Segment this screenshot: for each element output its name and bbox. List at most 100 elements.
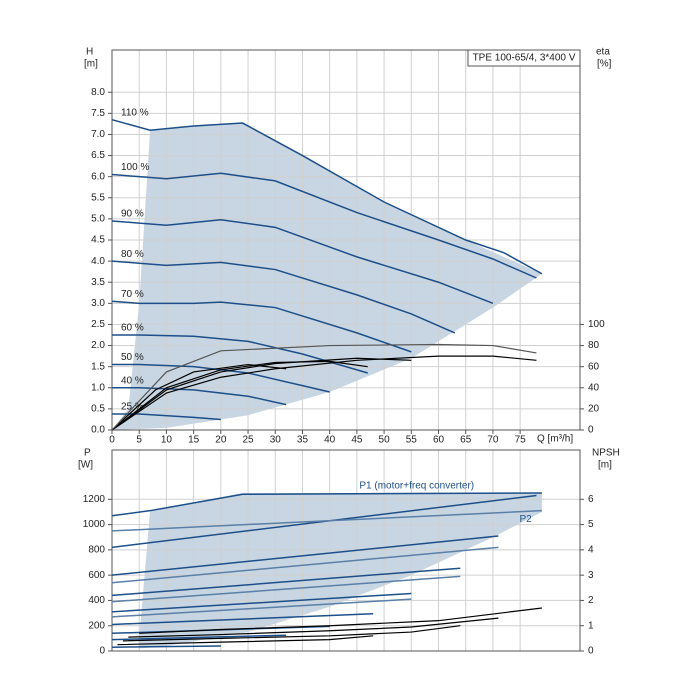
y-tick-label: 5.5: [91, 192, 105, 203]
curve: [111, 612, 374, 626]
p-axis-label: P: [84, 448, 91, 459]
y-tick-label: 3.5: [91, 277, 105, 288]
y2-tick-label: 100: [588, 319, 605, 330]
curve: [112, 334, 368, 374]
x-tick-label: 15: [188, 435, 200, 446]
curve-label: 90 %: [121, 209, 144, 220]
y-tick-label: 4.0: [91, 256, 105, 267]
x-tick-label: 70: [487, 435, 499, 446]
operating-range: [112, 123, 542, 431]
curve: [111, 300, 412, 353]
y-tick-label: 2.0: [91, 340, 105, 351]
plot-frame: [111, 449, 581, 652]
y-tick-label: 8.0: [91, 87, 105, 98]
h-axis-label: H: [86, 47, 93, 58]
y2-tick-label: 5: [588, 519, 594, 530]
annotation: P2: [519, 514, 532, 525]
secondary-curve: [128, 617, 499, 638]
curve-label: 110 %: [121, 107, 149, 118]
curve-label: 80 %: [121, 249, 144, 260]
curve-label: 60 %: [121, 323, 144, 334]
y-tick-label: 1200: [83, 494, 106, 505]
curve: [111, 218, 494, 305]
y2-tick-label: 0: [588, 425, 594, 436]
x-tick-label: 30: [270, 435, 282, 446]
y-tick-label: 1.0: [91, 382, 105, 393]
y-tick-label: 600: [88, 570, 105, 581]
y2-tick-label: 60: [588, 361, 600, 372]
y-tick-label: 7.0: [91, 129, 105, 140]
curve: [111, 567, 461, 597]
y-tick-label: 0.0: [91, 425, 105, 436]
x-tick-label: 25: [242, 435, 254, 446]
y-tick-label: 5.0: [91, 214, 105, 225]
x-tick-label: 60: [433, 435, 445, 446]
y2-tick-label: 20: [588, 404, 600, 415]
x-tick-label: 10: [161, 435, 173, 446]
x-tick-label: 5: [136, 435, 142, 446]
curve-label: 50 %: [121, 352, 144, 363]
x-tick-label: 55: [406, 435, 418, 446]
curve: [111, 118, 543, 275]
q-axis-label: Q [m³/h]: [537, 434, 573, 445]
y2-tick-label: 2: [588, 595, 594, 606]
curve: [111, 634, 287, 641]
curve: [111, 260, 456, 334]
y2-tick-label: 40: [588, 382, 600, 393]
annotation: P1 (motor+freq converter): [359, 481, 474, 492]
y-tick-label: 7.5: [91, 108, 105, 119]
curve-label: 40 %: [121, 375, 144, 386]
y-tick-label: 6.0: [91, 171, 105, 182]
curve: [111, 598, 412, 618]
curve: [111, 535, 499, 576]
y-tick-label: 800: [88, 545, 105, 556]
y-tick-label: 400: [88, 595, 105, 606]
chart-title: TPE 100-65/4, 3*400 V: [473, 53, 576, 64]
y2-tick-label: 80: [588, 340, 600, 351]
x-tick-label: 0: [109, 435, 115, 446]
secondary-curve: [111, 357, 412, 431]
y-tick-label: 1.5: [91, 361, 105, 372]
curve-label: 25 %: [121, 402, 144, 413]
curve: [111, 172, 537, 279]
secondary-curve: [117, 635, 374, 646]
y2-tick-label: 0: [588, 646, 594, 657]
curve: [111, 546, 499, 584]
npsh-axis-unit: [m]: [598, 460, 612, 471]
eta-axis-unit: [%]: [597, 59, 612, 70]
title-box: [467, 49, 581, 67]
secondary-curve: [111, 363, 287, 431]
y-tick-label: 0.5: [91, 404, 105, 415]
curve-label: 70 %: [121, 289, 144, 300]
curve-label: 100 %: [121, 162, 149, 173]
h-axis-unit: [m]: [84, 59, 98, 70]
secondary-curve: [111, 343, 537, 431]
curve: [111, 509, 542, 532]
curve: [111, 592, 412, 613]
x-tick-label: 35: [297, 435, 309, 446]
curve: [111, 645, 221, 648]
curve: [111, 492, 542, 517]
p-axis-unit: [W]: [78, 460, 93, 471]
secondary-curve: [122, 625, 461, 642]
secondary-curve: [111, 355, 537, 431]
x-tick-label: 40: [324, 435, 336, 446]
y-tick-label: 2.5: [91, 319, 105, 330]
y2-tick-label: 3: [588, 570, 594, 581]
npsh-axis-label: NPSH: [592, 448, 620, 459]
x-tick-label: 45: [351, 435, 363, 446]
y2-tick-label: 1: [588, 620, 594, 631]
y-tick-label: 0: [99, 646, 105, 657]
curve: [112, 387, 287, 406]
eta-axis-label: eta: [596, 47, 610, 58]
y-tick-label: 6.5: [91, 150, 105, 161]
curve: [111, 575, 461, 603]
y2-tick-label: 4: [588, 545, 594, 556]
y-tick-label: 1000: [83, 519, 106, 530]
curve: [112, 413, 221, 421]
secondary-curve: [139, 607, 542, 634]
y-tick-label: 200: [88, 620, 105, 631]
x-tick-label: 65: [460, 435, 472, 446]
x-tick-label: 50: [379, 435, 391, 446]
